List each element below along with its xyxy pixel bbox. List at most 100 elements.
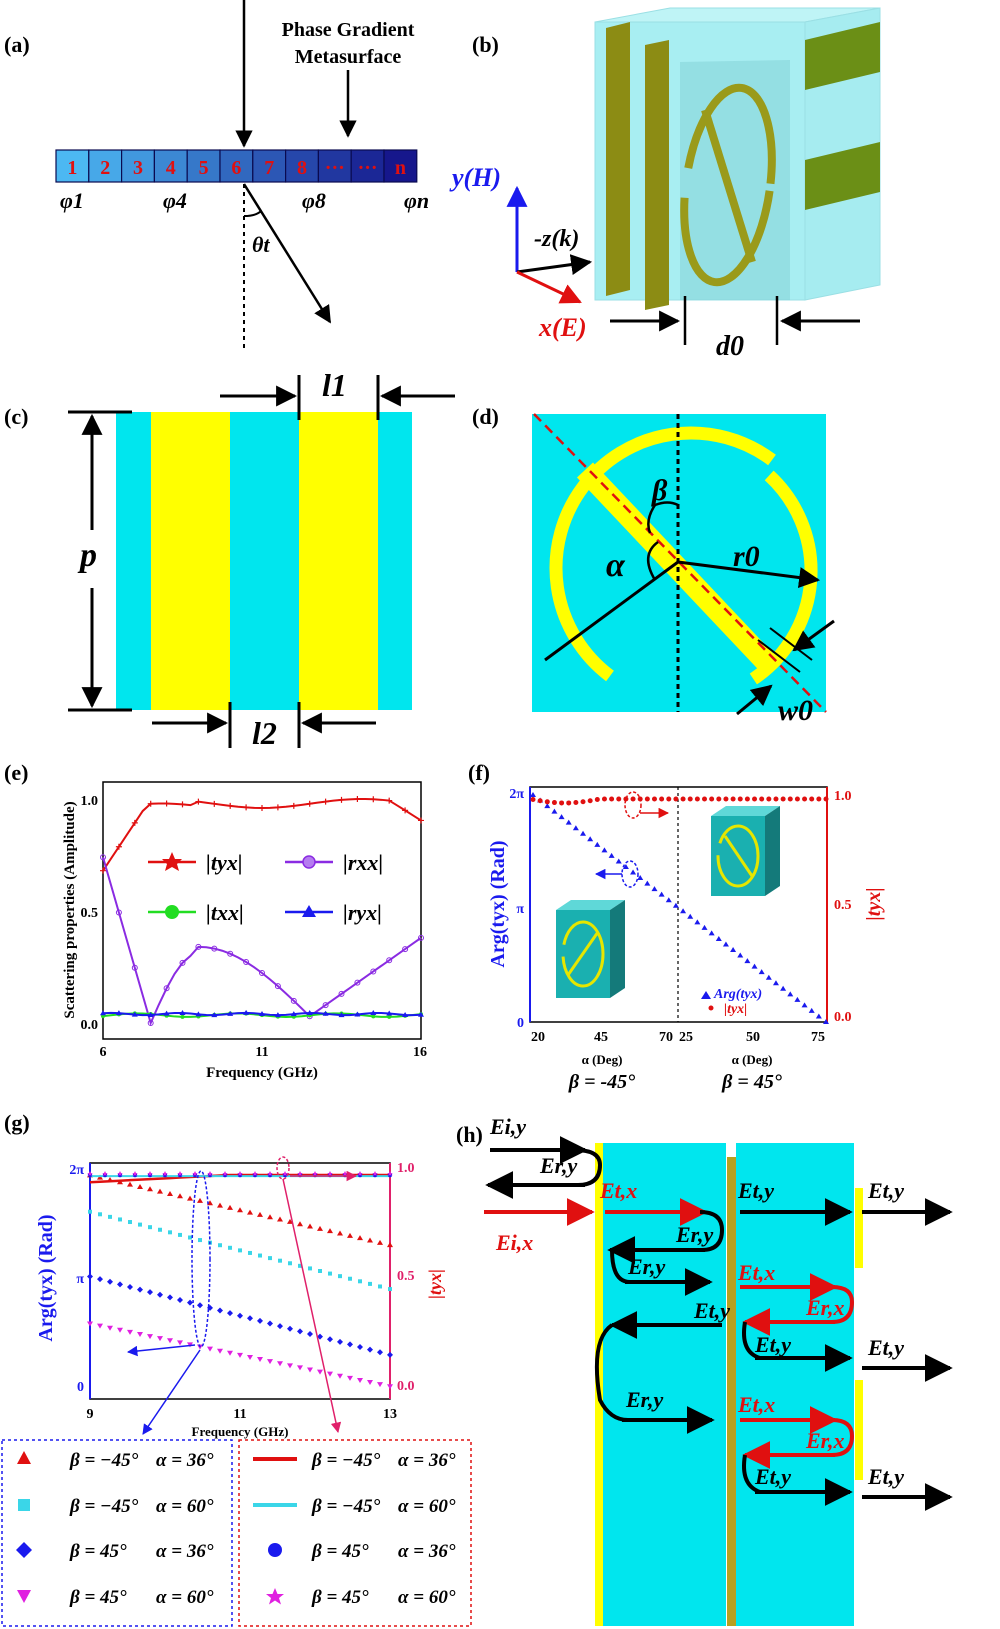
data-point	[115, 1010, 122, 1016]
wave-label: Er,y	[625, 1387, 664, 1412]
panel-h-label: (h)	[456, 1122, 483, 1147]
phase-point	[317, 1369, 323, 1375]
phase-point	[257, 1357, 263, 1363]
data-point	[322, 798, 329, 805]
phase-point	[217, 1307, 223, 1314]
phase-point	[572, 825, 579, 831]
plot-e-frame	[102, 781, 422, 1040]
wave-label: Et,y	[754, 1332, 791, 1357]
phase-point	[107, 1325, 113, 1331]
panel-d-label: (d)	[472, 404, 499, 429]
amp-point	[102, 1171, 108, 1176]
data-point	[163, 1010, 170, 1016]
phase-point	[158, 1227, 162, 1232]
phase-point	[248, 1250, 252, 1255]
phase-point	[377, 1349, 383, 1356]
amp-point	[312, 1171, 318, 1176]
phase-point	[247, 1209, 253, 1215]
x-title-right: α (Deg)	[732, 1052, 773, 1067]
metal-strip	[299, 412, 378, 710]
phase-point	[227, 1204, 233, 1210]
legend-beta: β = −45°	[311, 1450, 381, 1471]
amp-point	[694, 796, 700, 802]
wave-label: Er,x	[805, 1295, 845, 1320]
legend-alpha: α = 36°	[156, 1450, 214, 1471]
phase-point	[268, 1256, 272, 1261]
phase-point	[168, 1230, 172, 1235]
legend-beta: β = −45°	[311, 1496, 381, 1517]
legend-amp: |tyx|	[724, 1002, 747, 1017]
phase-point	[378, 1284, 382, 1289]
phase-point	[157, 1188, 163, 1194]
phase-point	[337, 1373, 343, 1379]
phase-point	[277, 1216, 283, 1222]
phi-1-label: φ1	[60, 188, 84, 213]
phase-point	[287, 1218, 293, 1224]
data-point	[386, 797, 393, 804]
w0-label: w0	[778, 694, 813, 727]
phase-point	[758, 969, 765, 975]
metal-strip	[151, 412, 230, 710]
data-point	[115, 843, 122, 850]
amp-point	[687, 796, 693, 802]
phase-point	[367, 1380, 373, 1386]
data-point	[418, 817, 424, 824]
amp-point	[716, 796, 722, 802]
amp-point	[587, 798, 593, 804]
phi-8-label: φ8	[302, 188, 326, 213]
z-axis-label: -z(k)	[534, 226, 579, 252]
legend-beta: β = 45°	[311, 1587, 369, 1608]
phase-point	[317, 1225, 323, 1231]
metasurface-cell	[219, 149, 254, 183]
phase-point	[137, 1183, 143, 1189]
phase-point	[307, 1330, 313, 1337]
amp-point	[794, 796, 800, 802]
amp-point	[297, 1171, 303, 1176]
data-point	[115, 909, 122, 916]
plot-g-series	[87, 1171, 393, 1390]
alpha-arc	[647, 540, 659, 581]
legend-marker	[17, 1451, 31, 1464]
phase-point	[157, 1336, 163, 1342]
metasurface-cell	[383, 149, 418, 183]
legend-alpha: α = 36°	[398, 1541, 456, 1562]
amp-point	[87, 1171, 93, 1176]
data-point	[163, 800, 170, 807]
phase-point	[637, 875, 644, 881]
x-tick: 75	[811, 1030, 825, 1045]
data-point	[386, 957, 393, 964]
metasurface-cell	[153, 149, 188, 183]
phase-point	[337, 1230, 343, 1236]
phase-point	[347, 1341, 353, 1348]
y-left-tick: 0	[517, 1016, 524, 1031]
amp-point	[609, 796, 615, 802]
legend-alpha: α = 36°	[398, 1450, 456, 1471]
theta-arc	[243, 210, 262, 217]
cell-label: 8	[297, 157, 307, 179]
phase-point	[544, 803, 551, 809]
data-point	[131, 964, 138, 971]
amp-point	[673, 796, 679, 802]
phase-point	[218, 1243, 222, 1248]
phase-point	[177, 1297, 183, 1304]
l2-label: l2	[252, 715, 277, 751]
metasurface-cell	[317, 149, 352, 183]
amp-point	[816, 796, 822, 802]
data-point	[370, 968, 377, 975]
grating-strip	[645, 40, 669, 310]
wave-label: Et,y	[867, 1335, 904, 1360]
y-right-title: |tyx|	[863, 887, 885, 920]
phase-point	[188, 1235, 192, 1240]
phase-point	[207, 1346, 213, 1352]
series-line	[102, 856, 422, 1026]
legend-beta: β = 45°	[311, 1541, 369, 1562]
phase-point	[387, 1384, 393, 1390]
y-left-tick: 2π	[509, 787, 524, 802]
phase-point	[117, 1327, 123, 1333]
panel-e: (e) 6 11 16 0.0 0.5 1.0 Frequency (GHz) …	[4, 760, 427, 1081]
panel-a: (a) Phase Gradient Metasurface 1 2 3 4 5 6 7 8 ·…	[4, 0, 429, 348]
phase-point	[237, 1352, 243, 1358]
phase-point	[117, 1281, 123, 1288]
cell-label: 1	[67, 157, 77, 179]
